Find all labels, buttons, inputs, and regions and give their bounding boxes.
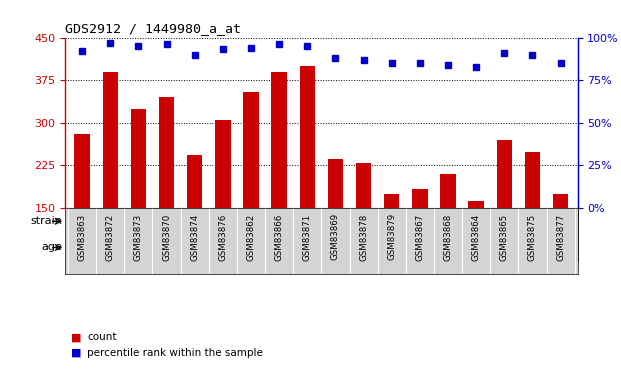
- Text: 18 wk: 18 wk: [333, 243, 366, 252]
- Text: GDS2912 / 1449980_a_at: GDS2912 / 1449980_a_at: [65, 22, 241, 35]
- Text: GSM83876: GSM83876: [219, 213, 227, 261]
- Text: 27 wk: 27 wk: [263, 243, 296, 252]
- Text: GSM83870: GSM83870: [162, 213, 171, 261]
- Bar: [440, 174, 456, 208]
- Bar: [328, 159, 343, 208]
- Bar: [75, 134, 90, 208]
- Bar: [299, 66, 315, 208]
- Bar: [130, 109, 146, 208]
- Text: GSM83875: GSM83875: [528, 213, 537, 261]
- Bar: [322, 208, 574, 234]
- Bar: [271, 72, 287, 208]
- Text: GSM83863: GSM83863: [78, 213, 86, 261]
- Bar: [187, 155, 202, 208]
- Bar: [322, 234, 378, 261]
- Text: age: age: [41, 243, 62, 252]
- Bar: [68, 234, 153, 261]
- Text: GSM83867: GSM83867: [415, 213, 424, 261]
- Text: 18 wk: 18 wk: [94, 243, 127, 252]
- Text: GSM83872: GSM83872: [106, 213, 115, 261]
- Text: GSM83862: GSM83862: [247, 213, 255, 261]
- Bar: [412, 189, 428, 208]
- Text: GSM83869: GSM83869: [331, 213, 340, 261]
- Bar: [384, 194, 399, 208]
- Bar: [68, 208, 322, 234]
- Text: GSM83866: GSM83866: [274, 213, 284, 261]
- Text: percentile rank within the sample: percentile rank within the sample: [87, 348, 263, 357]
- Text: ■: ■: [71, 348, 82, 357]
- Bar: [159, 97, 175, 208]
- Text: strain: strain: [30, 216, 62, 226]
- Bar: [553, 194, 568, 208]
- Bar: [237, 234, 322, 261]
- Text: GSM83868: GSM83868: [443, 213, 453, 261]
- Text: GSM83874: GSM83874: [190, 213, 199, 261]
- Bar: [215, 120, 230, 208]
- Bar: [462, 234, 574, 261]
- Text: GSM83878: GSM83878: [359, 213, 368, 261]
- Text: GSM83864: GSM83864: [472, 213, 481, 261]
- Text: wild type: wild type: [170, 216, 220, 226]
- Text: ■: ■: [71, 333, 82, 342]
- Text: 22 wk: 22 wk: [178, 243, 211, 252]
- Text: R6/1 transgenic: R6/1 transgenic: [404, 216, 492, 226]
- Text: count: count: [87, 333, 117, 342]
- Bar: [497, 140, 512, 208]
- Bar: [102, 72, 118, 208]
- Bar: [525, 152, 540, 208]
- Bar: [468, 201, 484, 208]
- Text: 27 wk: 27 wk: [502, 243, 535, 252]
- Text: GSM83865: GSM83865: [500, 213, 509, 261]
- Bar: [356, 163, 371, 208]
- Text: GSM83877: GSM83877: [556, 213, 565, 261]
- Text: 22 wk: 22 wk: [403, 243, 437, 252]
- Bar: [243, 92, 259, 208]
- Text: GSM83879: GSM83879: [388, 213, 396, 261]
- Bar: [378, 234, 462, 261]
- Text: GSM83873: GSM83873: [134, 213, 143, 261]
- Text: GSM83871: GSM83871: [303, 213, 312, 261]
- Bar: [153, 234, 237, 261]
